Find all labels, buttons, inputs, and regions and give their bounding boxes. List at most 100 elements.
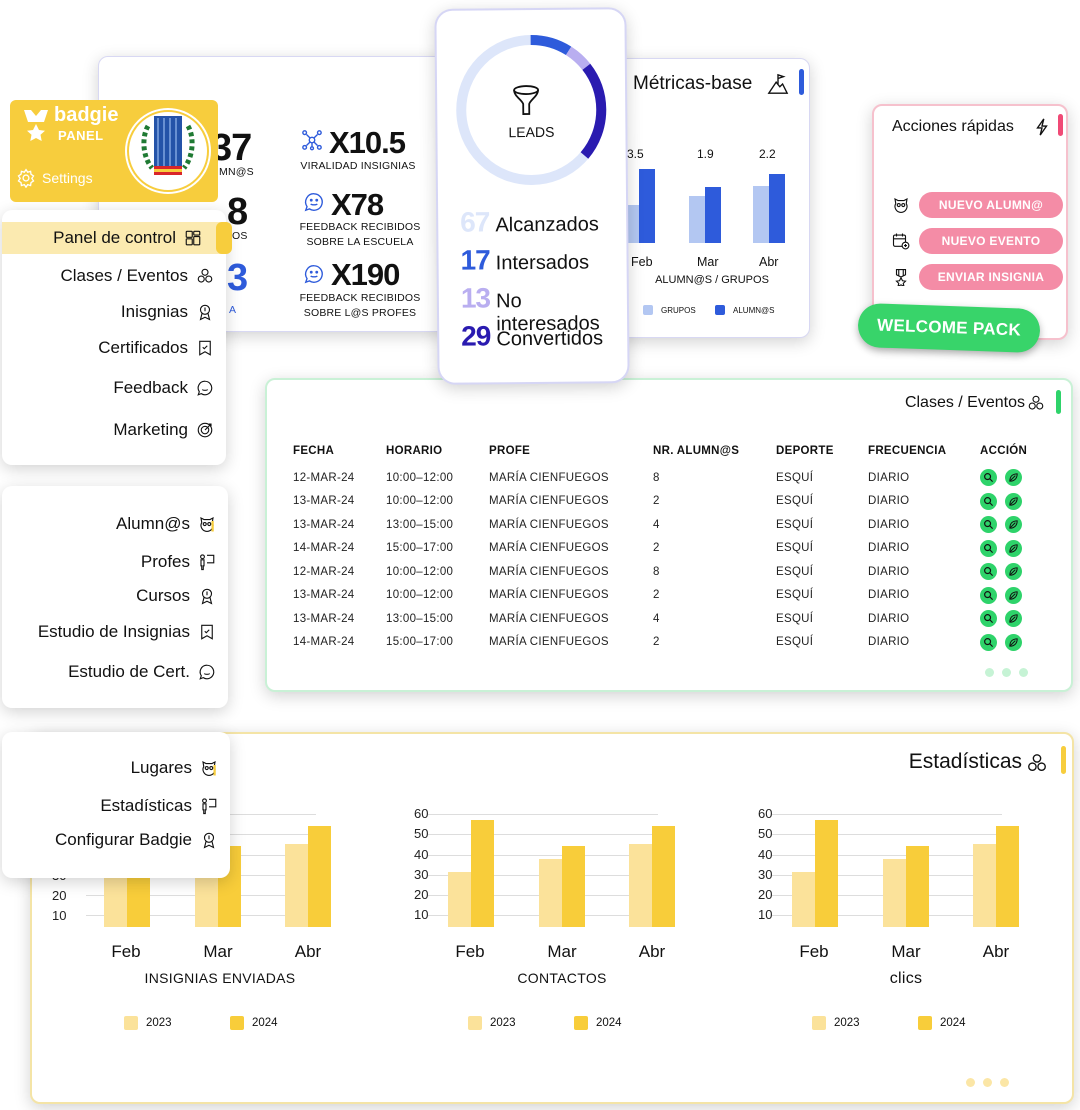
legend-swatch <box>574 1016 588 1030</box>
view-button[interactable] <box>980 633 997 651</box>
ytick: 50 <box>758 826 773 841</box>
bar-2023-feb <box>448 872 471 927</box>
cell-frecuencia: DIARIO <box>868 612 910 625</box>
edit-button[interactable] <box>1005 633 1022 651</box>
view-button[interactable] <box>980 516 997 534</box>
sidebar-item-label: Profes <box>140 552 190 571</box>
sidebar-item-marketing[interactable]: Marketing <box>113 420 214 440</box>
edit-button[interactable] <box>1005 469 1022 487</box>
cell-frecuencia: DIARIO <box>868 565 910 578</box>
enviar-insignia-button[interactable]: ENVIAR INSIGNIA <box>919 264 1063 290</box>
view-button[interactable] <box>980 492 997 510</box>
sidebar-item-clases-eventos[interactable]: Clases / Eventos <box>60 266 214 286</box>
table-row: 12-MAR-24 10:00–12:00 MARÍA CIENFUEGOS 8 ESQ… <box>293 560 1050 584</box>
leaf-icon <box>1009 567 1018 576</box>
edit-button[interactable] <box>1005 563 1022 581</box>
legend-swatch <box>468 1016 482 1030</box>
cell-fecha: 12-MAR-24 <box>293 565 355 578</box>
sidebar-item-estadisticas[interactable]: Estadísticas <box>100 796 218 816</box>
owl-icon <box>202 761 216 776</box>
sidebar-item-profes[interactable]: Profes <box>141 552 216 572</box>
sidebar-item-lugares[interactable]: Lugares <box>131 758 218 778</box>
kpi-feedback-escuela-value: X78 <box>331 187 384 222</box>
ytick: 60 <box>758 806 773 821</box>
metricas-accent-bar <box>799 69 804 95</box>
pagination-dots[interactable] <box>966 1078 1009 1087</box>
view-button[interactable] <box>980 563 997 581</box>
edit-button[interactable] <box>1005 586 1022 604</box>
nuevo-evento-button[interactable]: NUEVO EVENTO <box>919 228 1063 254</box>
view-button[interactable] <box>980 469 997 487</box>
pagination-dots[interactable] <box>985 668 1028 677</box>
network-icon <box>302 130 322 151</box>
view-button[interactable] <box>980 610 997 628</box>
col-profe: PROFE <box>489 445 531 457</box>
col-accion: ACCIÓN <box>980 445 1028 457</box>
sidebar-item-alumnos[interactable]: Alumn@s <box>116 514 216 534</box>
edit-button[interactable] <box>1005 539 1022 557</box>
page-dot[interactable] <box>983 1078 992 1087</box>
page-dot[interactable] <box>985 668 994 677</box>
leaf-icon <box>1009 591 1018 600</box>
cell-profe: MARÍA CIENFUEGOS <box>489 589 609 602</box>
kpi-third-value: 3 <box>227 257 248 299</box>
welcome-pack-button[interactable]: WELCOME PACK <box>857 302 1041 354</box>
legend-grupos: GRUPOS <box>643 305 696 315</box>
sidebar-item-cursos[interactable]: Cursos <box>136 586 216 606</box>
legend-label-grupos: GRUPOS <box>661 305 696 315</box>
page-dot[interactable] <box>1000 1078 1009 1087</box>
sidebar-item-label: Feedback <box>113 378 188 397</box>
sidebar-item-label: Lugares <box>130 758 192 777</box>
cell-frecuencia: DIARIO <box>868 471 910 484</box>
cell-nr-alumnos: 4 <box>653 612 660 625</box>
ytick: 20 <box>52 888 67 903</box>
sidebar-item-label: Cursos <box>136 586 190 605</box>
xlabel-abr: Abr <box>638 942 666 961</box>
bar-2024-mar <box>562 846 585 927</box>
leads-alcanzados-value: 67 <box>460 206 490 238</box>
sidebar-item-estudio-cert[interactable]: Estudio de Cert. <box>68 662 216 682</box>
cell-profe: MARÍA CIENFUEGOS <box>489 542 609 555</box>
cell-horario: 10:00–12:00 <box>386 589 454 602</box>
sidebar-item-feedback[interactable]: Feedback <box>113 378 214 398</box>
legend-2023: 2023 <box>124 1016 172 1030</box>
cell-accion <box>980 584 1050 608</box>
view-button[interactable] <box>980 539 997 557</box>
ytick: 20 <box>758 887 773 902</box>
cell-fecha: 14-MAR-24 <box>293 542 355 555</box>
sidebar-item-configurar-badgie[interactable]: Configurar Badgie <box>55 830 218 850</box>
bookmark-check-icon <box>201 624 213 640</box>
page-dot[interactable] <box>1002 668 1011 677</box>
edit-button[interactable] <box>1005 492 1022 510</box>
ytick: 10 <box>52 908 67 923</box>
cell-nr-alumnos: 2 <box>653 495 660 508</box>
leaf-icon <box>1009 497 1018 506</box>
clases-accent-bar <box>1056 390 1061 414</box>
edit-button[interactable] <box>1005 516 1022 534</box>
sidebar-item-estudio-insignias[interactable]: Estudio de Insignias <box>38 622 216 642</box>
medal-icon <box>203 832 215 849</box>
settings-label: Settings <box>42 170 93 186</box>
sidebar-item-certificados[interactable]: Certificados <box>98 338 214 358</box>
page-dot[interactable] <box>1019 668 1028 677</box>
chart-contactos: 60 50 40 30 20 10 Feb Mar Abr CONTACTOS … <box>392 794 692 1054</box>
nuevo-alumno-button[interactable]: NUEVO ALUMN@ <box>919 192 1063 218</box>
legend-label-alumnos: ALUMN@S <box>733 305 775 315</box>
owl-icon <box>894 198 908 213</box>
cell-fecha: 14-MAR-24 <box>293 636 355 649</box>
settings-link[interactable]: Settings <box>16 168 93 188</box>
table-row: 13-MAR-24 10:00–12:00 MARÍA CIENFUEGOS 2 ESQ… <box>293 584 1050 608</box>
sidebar-item-label: Estadísticas <box>100 796 192 815</box>
edit-button[interactable] <box>1005 610 1022 628</box>
sidebar-item-label: Certificados <box>98 338 188 357</box>
leaf-icon <box>1009 614 1018 623</box>
legend-2024: 2024 <box>918 1016 966 1030</box>
sidebar-item-panel-de-control[interactable]: Panel de control <box>53 228 202 248</box>
page-dot[interactable] <box>966 1078 975 1087</box>
col-nr-alumnos: NR. ALUMN@S <box>653 445 740 457</box>
xlabel-feb: Feb <box>799 942 829 961</box>
sidebar-item-insignias[interactable]: Inisgnias <box>121 302 214 322</box>
bar-2024-abr <box>652 826 675 927</box>
view-button[interactable] <box>980 586 997 604</box>
sidebar-item-label: Inisgnias <box>120 302 188 321</box>
